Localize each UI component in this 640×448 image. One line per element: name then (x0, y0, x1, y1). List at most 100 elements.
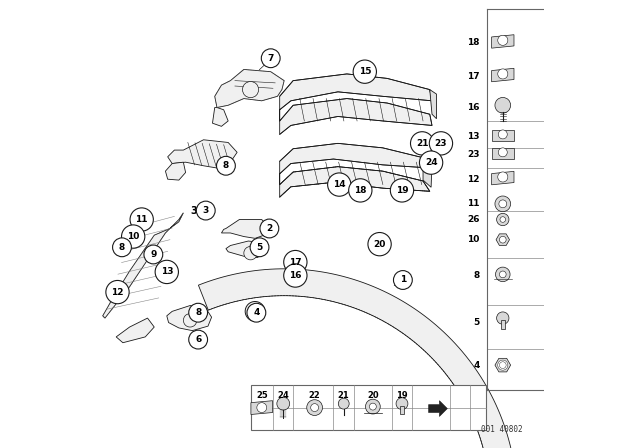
Circle shape (216, 156, 236, 175)
Text: 18: 18 (354, 186, 367, 195)
Circle shape (499, 362, 506, 368)
Circle shape (390, 179, 413, 202)
Circle shape (499, 362, 506, 368)
Circle shape (247, 303, 266, 322)
Text: 10: 10 (467, 235, 479, 244)
Text: 19: 19 (396, 186, 408, 195)
Text: 11: 11 (467, 199, 479, 208)
Circle shape (410, 132, 434, 155)
Circle shape (368, 233, 391, 256)
Text: 22: 22 (308, 391, 321, 400)
Circle shape (250, 238, 269, 257)
Text: 13: 13 (467, 132, 479, 141)
Circle shape (155, 260, 179, 284)
Circle shape (500, 217, 506, 222)
Circle shape (250, 307, 260, 316)
Circle shape (245, 302, 265, 321)
Circle shape (328, 173, 351, 196)
Circle shape (349, 179, 372, 202)
Text: 001 40802: 001 40802 (481, 425, 522, 434)
Text: 17: 17 (467, 72, 479, 81)
Text: 8: 8 (473, 271, 479, 280)
Polygon shape (226, 241, 266, 258)
Text: 7: 7 (268, 54, 274, 63)
Circle shape (260, 219, 279, 238)
Polygon shape (430, 90, 436, 119)
Circle shape (499, 200, 507, 208)
Circle shape (353, 60, 376, 83)
Text: 1: 1 (400, 276, 406, 284)
Text: 4: 4 (253, 308, 260, 317)
Text: 25: 25 (256, 391, 268, 400)
Text: 24: 24 (277, 391, 289, 400)
Text: 20: 20 (373, 240, 386, 249)
Polygon shape (167, 306, 212, 331)
Polygon shape (212, 108, 228, 126)
Text: 1: 1 (399, 274, 406, 284)
Text: 15: 15 (358, 67, 371, 76)
Text: 16: 16 (289, 271, 301, 280)
Polygon shape (168, 140, 237, 168)
Circle shape (498, 35, 508, 45)
Circle shape (243, 82, 259, 98)
Circle shape (498, 69, 508, 79)
Text: 6: 6 (195, 335, 201, 344)
Circle shape (498, 360, 508, 370)
Circle shape (284, 250, 307, 274)
Circle shape (277, 397, 290, 410)
Circle shape (497, 213, 509, 226)
Text: 14: 14 (333, 180, 346, 189)
Circle shape (429, 132, 452, 155)
Polygon shape (492, 69, 514, 82)
Circle shape (419, 151, 443, 174)
Text: 8: 8 (223, 161, 229, 170)
Text: 9: 9 (150, 250, 157, 259)
Text: 8: 8 (195, 308, 201, 317)
Polygon shape (251, 401, 273, 414)
Circle shape (183, 314, 197, 327)
Text: 18: 18 (467, 38, 479, 47)
Circle shape (394, 271, 412, 289)
FancyBboxPatch shape (400, 405, 404, 414)
Text: 16: 16 (467, 103, 479, 112)
Text: 8: 8 (119, 243, 125, 252)
Text: 2: 2 (266, 221, 273, 231)
Circle shape (122, 225, 145, 248)
Text: 17: 17 (289, 258, 301, 267)
Polygon shape (429, 401, 447, 417)
Circle shape (257, 403, 267, 413)
Circle shape (499, 148, 508, 157)
Polygon shape (165, 162, 186, 180)
Circle shape (499, 271, 506, 278)
Circle shape (130, 208, 154, 231)
Polygon shape (492, 172, 514, 185)
Circle shape (189, 303, 207, 322)
Text: 5: 5 (473, 318, 479, 327)
Text: 26: 26 (467, 215, 479, 224)
Text: 4: 4 (473, 361, 479, 370)
Circle shape (310, 404, 319, 412)
Polygon shape (214, 69, 284, 108)
Circle shape (498, 172, 508, 182)
Circle shape (307, 400, 323, 415)
Polygon shape (492, 130, 514, 141)
Circle shape (499, 236, 506, 243)
Polygon shape (423, 158, 432, 187)
Text: 2: 2 (266, 224, 273, 233)
Polygon shape (492, 35, 514, 48)
Text: 15: 15 (356, 64, 370, 73)
Text: 12: 12 (467, 175, 479, 184)
Text: 3: 3 (190, 207, 197, 216)
Circle shape (189, 330, 207, 349)
Circle shape (499, 130, 508, 139)
Polygon shape (280, 74, 432, 134)
Polygon shape (495, 358, 511, 372)
Circle shape (106, 280, 129, 304)
Polygon shape (102, 213, 183, 318)
Text: 9: 9 (150, 248, 157, 258)
Circle shape (196, 201, 215, 220)
Text: 20: 20 (367, 391, 379, 400)
Polygon shape (496, 234, 509, 246)
Circle shape (495, 98, 511, 113)
Polygon shape (221, 220, 269, 238)
